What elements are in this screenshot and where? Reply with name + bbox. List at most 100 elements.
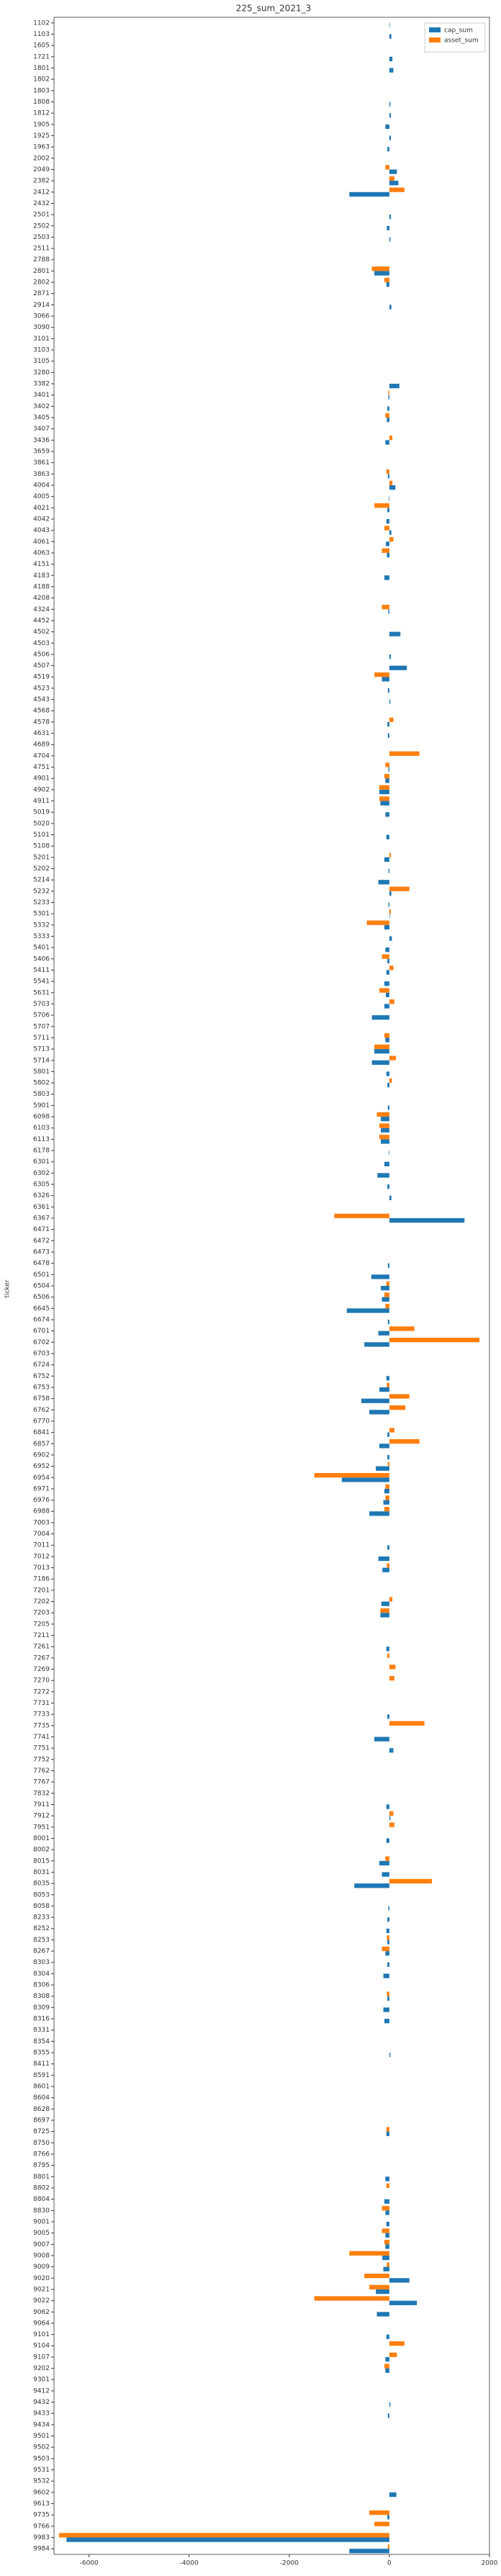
y-tick-label: 4506 xyxy=(33,651,50,658)
y-tick-label: 5301 xyxy=(33,911,50,918)
y-tick-label: 8309 xyxy=(33,2004,50,2012)
y-tick-label: 7272 xyxy=(33,1688,50,1695)
y-tick-label: 9021 xyxy=(33,2286,50,2293)
bar xyxy=(386,1376,389,1381)
y-tick-label: 9202 xyxy=(33,2365,50,2372)
y-tick-label: 8306 xyxy=(33,1982,50,1989)
y-tick-label: 4507 xyxy=(33,662,50,670)
bar xyxy=(385,1951,389,1956)
bar xyxy=(389,1439,420,1444)
y-tick-label: 3066 xyxy=(33,313,50,320)
y-tick-label: 6988 xyxy=(33,1508,50,1516)
bar xyxy=(389,34,392,39)
bar xyxy=(378,1556,389,1562)
y-tick-label: 7951 xyxy=(33,1824,50,1831)
bar xyxy=(314,2296,389,2301)
bar xyxy=(379,1860,389,1866)
y-tick-label: 7741 xyxy=(33,1734,50,1741)
y-tick-label: 6701 xyxy=(33,1328,50,1335)
y-tick-label: 4061 xyxy=(33,539,50,546)
bar xyxy=(389,1326,415,1331)
bar xyxy=(389,1816,391,1821)
y-tick-label: 8725 xyxy=(33,2128,50,2135)
bar xyxy=(349,192,389,197)
y-tick-label: 1808 xyxy=(33,99,50,106)
y-tick-label: 5232 xyxy=(33,888,50,895)
bar xyxy=(387,1432,389,1437)
y-tick-label: 5714 xyxy=(33,1057,50,1064)
bar xyxy=(389,169,397,174)
bar xyxy=(387,2515,389,2520)
bar xyxy=(385,2244,389,2249)
y-tick-label: 5019 xyxy=(33,809,50,816)
bar xyxy=(369,1511,389,1516)
y-tick-label: 1812 xyxy=(33,110,50,117)
y-tick-label: 7267 xyxy=(33,1654,50,1662)
bar xyxy=(385,778,389,783)
bar xyxy=(385,440,389,445)
bar xyxy=(378,880,389,885)
y-tick-label: 8801 xyxy=(33,2174,50,2181)
y-tick-label: 8697 xyxy=(33,2117,50,2125)
y-tick-label: 4183 xyxy=(33,572,50,580)
bar xyxy=(387,2413,389,2418)
bar xyxy=(387,958,389,964)
bar xyxy=(389,22,390,28)
bar xyxy=(389,530,392,535)
bar xyxy=(389,1811,394,1816)
bar xyxy=(386,992,389,998)
bar xyxy=(379,1123,389,1128)
bar xyxy=(387,1319,389,1325)
y-tick-label: 6841 xyxy=(33,1429,50,1436)
y-axis-label: ticker xyxy=(4,1279,12,1297)
y-tick-label: 4452 xyxy=(33,617,50,624)
bar xyxy=(376,2289,389,2294)
bar xyxy=(387,1991,389,1996)
x-tick-label: -4000 xyxy=(180,2560,199,2567)
bar xyxy=(384,1488,389,1494)
bar xyxy=(380,1608,389,1613)
y-tick-label: 6724 xyxy=(33,1361,50,1369)
y-tick-label: 8001 xyxy=(33,1835,50,1842)
y-tick-label: 2002 xyxy=(33,155,50,162)
bar xyxy=(389,1675,394,1681)
y-tick-label: 9064 xyxy=(33,2320,50,2327)
y-tick-label: 3402 xyxy=(33,403,50,410)
bar xyxy=(387,688,389,693)
bar xyxy=(382,1946,389,1952)
x-tick-label: -6000 xyxy=(80,2560,99,2567)
bar xyxy=(314,1472,389,1478)
bar xyxy=(379,1387,389,1392)
bar xyxy=(389,1078,392,1084)
y-tick-label: 6703 xyxy=(33,1350,50,1357)
y-tick-label: 2802 xyxy=(33,279,50,287)
y-tick-label: 5406 xyxy=(33,955,50,963)
y-tick-label: 5202 xyxy=(33,865,50,873)
x-tick-label: -2000 xyxy=(280,2560,299,2567)
y-tick-label: 7751 xyxy=(33,1745,50,1752)
y-tick-label: 9101 xyxy=(33,2331,50,2338)
bar xyxy=(389,176,394,181)
bar xyxy=(389,181,399,186)
bar xyxy=(386,541,389,546)
bar xyxy=(386,2127,389,2132)
bar xyxy=(389,305,392,310)
bar xyxy=(389,965,394,970)
y-tick-label: 9022 xyxy=(33,2297,50,2305)
y-tick-label: 5333 xyxy=(33,933,50,940)
y-tick-label: 4208 xyxy=(33,595,50,602)
bar xyxy=(379,1444,389,1449)
y-tick-label: 8303 xyxy=(33,1959,50,1966)
y-tick-label: 6762 xyxy=(33,1407,50,1414)
y-tick-label: 3103 xyxy=(33,347,50,354)
y-tick-label: 5401 xyxy=(33,945,50,952)
y-tick-label: 9001 xyxy=(33,2218,50,2225)
bar xyxy=(383,2266,389,2271)
y-tick-label: 2502 xyxy=(33,222,50,230)
bar xyxy=(386,834,389,839)
y-tick-label: 5201 xyxy=(33,854,50,861)
y-tick-label: 9766 xyxy=(33,2523,50,2530)
y-tick-label: 4043 xyxy=(33,527,50,534)
bar xyxy=(387,1462,389,1467)
x-tick-label: 0 xyxy=(387,2560,392,2567)
